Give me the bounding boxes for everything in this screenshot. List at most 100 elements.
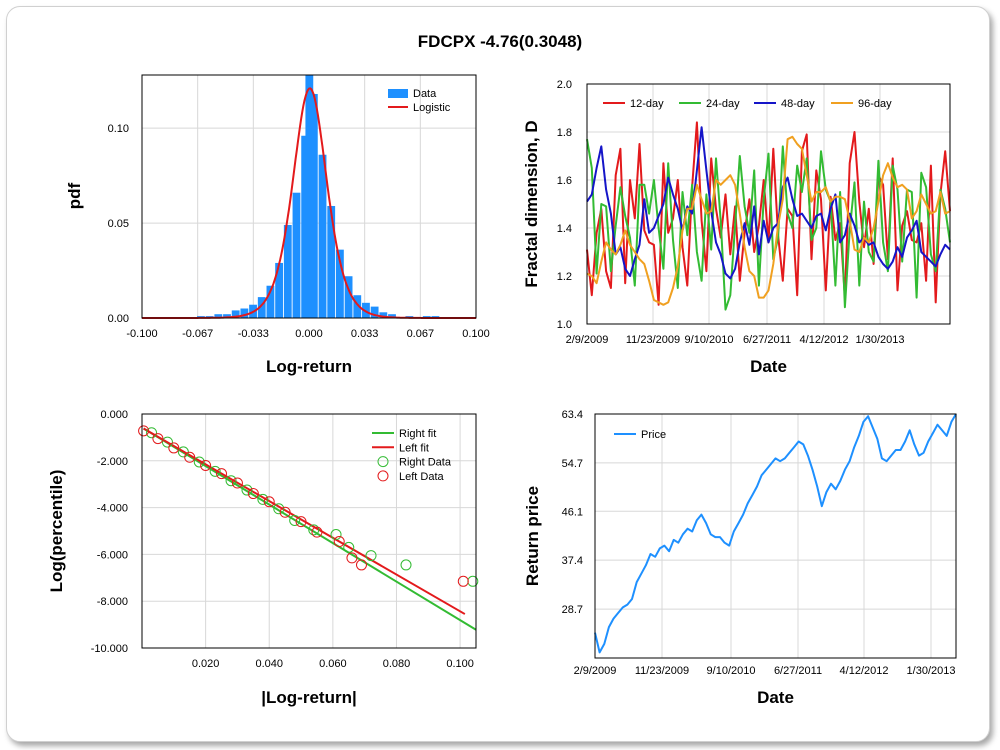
x-axis-label: |Log-return| [261,688,356,707]
legend-label-12-day: 12-day [630,98,664,110]
plot-area [586,83,951,325]
histogram-bar [344,276,353,318]
histogram-panel: -0.100 -0.067 -0.033 0.000 0.033 0.067 0.100 0.… [65,74,490,376]
data-point-Left Data [247,488,259,500]
x-tick-label: 0.000 [295,328,323,340]
y-tick-label: 28.7 [562,604,583,616]
data-point-Right Data [177,446,189,458]
histogram-bar [327,205,336,318]
y-tick-label: 37.4 [562,555,583,567]
x-axis-label: Date [750,357,787,376]
data-point-Right Data [289,514,301,526]
legend-label-Right Data: Right Data [399,457,452,469]
x-tick-label: 11/23/2009 [635,665,689,677]
x-tick-label: 1/30/2013 [907,665,956,677]
data-point-Right Data [161,436,173,448]
histogram-bar [257,297,266,318]
y-tick-label: 2.0 [557,79,572,91]
y-tick-label: 1.6 [557,175,572,187]
data-point-Left Data [346,552,358,564]
x-tick-label: -0.033 [238,328,269,340]
data-point-Left Data [333,536,345,548]
y-tick-label: 63.4 [562,409,583,421]
tail-fit-panel: 0.020 0.040 0.060 0.080 0.100 0.000 -2.000 -4.0… [47,409,479,707]
y-tick-label: 54.7 [562,458,583,470]
figure-title: FDCPX -4.76(0.3048) [417,32,583,51]
data-point-Right Data [146,427,158,439]
x-tick-label: 4/12/2012 [840,665,889,677]
x-tick-label: 0.100 [446,658,474,670]
data-point-Left Data [263,496,275,508]
y-tick-label: 1.8 [557,127,572,139]
series-line-24-day [586,139,951,311]
series-line-96-day [586,135,951,306]
legend-label-24-day: 24-day [706,98,740,110]
x-tick-label: 4/12/2012 [800,334,849,346]
data-point-Left Data [295,516,307,528]
y-axis-label: Return price [523,486,542,586]
series-line-12-day [586,121,951,306]
return-price-panel: 2/9/2009 11/23/2009 9/10/2010 6/27/2011 4/12… [523,409,957,707]
plot-area [141,413,477,649]
x-axis-label: Date [757,688,794,707]
data-point-Left Data [457,575,469,587]
data-point-Left Data [279,506,291,518]
legend-label-Right fit: Right fit [399,428,436,440]
x-tick-label: 6/27/2011 [743,334,791,346]
histogram-bar [309,93,318,318]
data-point-Right Data [273,503,285,515]
x-tick-label: 2/9/2009 [574,665,617,677]
data-point-Right Data [241,484,253,496]
x-tick-label: 9/10/2010 [685,334,734,346]
data-point-Right Data [257,493,269,505]
plot-area [594,413,957,659]
histogram-bar [301,135,310,318]
series-line-48-day [586,126,951,280]
data-point-Right Data [330,529,342,541]
data-point-Right Data [225,475,237,487]
y-tick-label: 1.4 [557,223,572,235]
y-axis-label: pdf [65,182,84,209]
x-tick-label: 0.080 [383,658,411,670]
legend-swatch-Right Data [377,456,389,468]
data-point-Left Data [152,433,164,445]
legend-swatch-Left Data [377,470,389,482]
y-tick-label: -4.000 [97,503,128,515]
legend-label-48-day: 48-day [781,98,815,110]
histogram-bar [335,249,344,318]
y-tick-label: 0.10 [108,123,129,135]
y-axis-label: Log(percentile) [47,470,66,593]
x-tick-label: 0.067 [407,328,435,340]
x-tick-label: 0.060 [319,658,347,670]
x-tick-label: 11/23/2009 [626,334,680,346]
x-tick-label: 0.100 [462,328,490,340]
x-tick-label: 6/27/2011 [774,665,822,677]
y-tick-label: -8.000 [97,596,128,608]
y-tick-label: 46.1 [562,506,583,518]
data-point-Left Data [138,425,150,437]
histogram-bar [388,314,396,318]
histogram-bar [318,154,327,318]
data-point-Left Data [216,468,228,480]
x-tick-label: 0.020 [192,658,220,670]
histogram-bar [283,224,292,318]
histogram-bar [379,312,388,318]
legend-label-price: Price [641,429,666,441]
legend-label-logistic: Logistic [413,102,451,114]
x-tick-label: 0.033 [351,328,379,340]
x-tick-label: 2/9/2009 [566,334,609,346]
fractal-dimension-panel: 2/9/2009 11/23/2009 9/10/2010 6/27/2011 4/12… [522,79,951,376]
x-tick-label: -0.067 [182,328,213,340]
x-tick-label: 9/10/2010 [707,665,756,677]
plot-area [141,74,477,319]
y-tick-label: 1.0 [557,319,572,331]
y-tick-label: -10.000 [91,643,128,655]
legend-label-data: Data [413,88,437,100]
data-point-Left Data [184,451,196,463]
y-axis-label: Fractal dimension, D [522,120,541,287]
histogram-bar [305,75,314,318]
legend-label-96-day: 96-day [858,98,892,110]
y-tick-label: 0.05 [108,218,129,230]
x-tick-label: -0.100 [126,328,157,340]
legend-swatch-data [388,89,408,98]
